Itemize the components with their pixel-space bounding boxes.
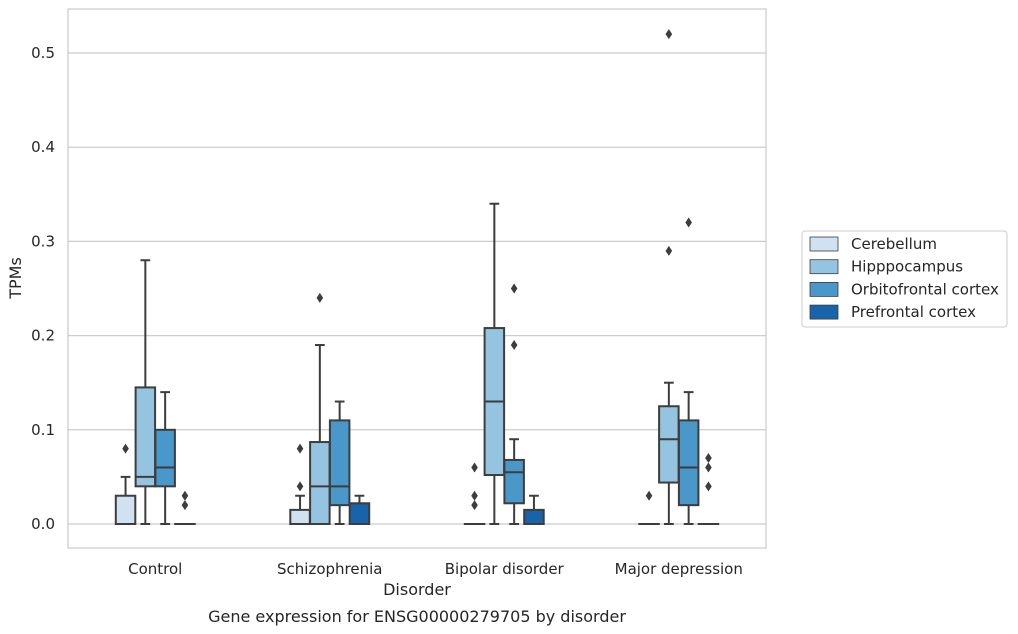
box-plots xyxy=(114,29,720,526)
y-tick-label: 0.4 xyxy=(31,138,55,156)
legend-swatch xyxy=(809,236,839,252)
legend-entry-label: Cerebellum xyxy=(851,235,937,253)
legend-swatch xyxy=(809,304,839,320)
y-axis-label: TPMs xyxy=(6,257,25,300)
box-1-3 xyxy=(658,29,680,525)
x-tick-label: Schizophrenia xyxy=(277,560,382,578)
box-2-3 xyxy=(677,217,700,525)
box-0-2 xyxy=(463,462,486,526)
legend: Cerebellum Hipppocampus Orbitofrontal cort… xyxy=(801,230,1008,328)
outlier-point xyxy=(685,217,692,228)
outlier-point xyxy=(705,453,712,464)
box xyxy=(309,441,331,525)
box-3-0 xyxy=(174,490,196,526)
box xyxy=(677,419,700,507)
legend-entry-label: Orbitofrontal cortex xyxy=(851,280,999,298)
box xyxy=(154,428,176,488)
box xyxy=(134,386,157,488)
box xyxy=(348,502,371,525)
box-0-3 xyxy=(638,490,660,526)
box xyxy=(658,405,680,484)
outlier-point xyxy=(510,340,518,351)
box-2-1 xyxy=(328,400,351,525)
plot-frame xyxy=(67,8,767,549)
box-3-3 xyxy=(697,453,720,526)
outlier-point xyxy=(665,245,673,256)
y-tick-label: 0.0 xyxy=(31,515,55,533)
box-3-1 xyxy=(348,494,371,525)
box-2-2 xyxy=(503,283,525,525)
y-tick-label: 0.5 xyxy=(31,44,55,62)
box xyxy=(114,494,137,525)
x-tick-labels: Control Schizophrenia Bipolar disorder Majo… xyxy=(128,560,743,578)
outlier-point xyxy=(705,481,712,492)
outlier-point xyxy=(181,490,189,501)
box-0-1 xyxy=(289,443,311,525)
outlier-point xyxy=(510,283,518,294)
outlier-point xyxy=(122,443,129,454)
outlier-point xyxy=(645,490,653,501)
box xyxy=(523,508,545,525)
outlier-point xyxy=(296,481,304,492)
box xyxy=(503,458,525,505)
outlier-point xyxy=(471,500,478,511)
box xyxy=(289,508,311,525)
y-tick-label: 0.2 xyxy=(31,327,55,345)
box xyxy=(328,419,351,507)
x-tick-label: Control xyxy=(128,560,182,578)
y-tick-label: 0.1 xyxy=(31,421,55,439)
legend-entry-label: Prefrontal cortex xyxy=(851,303,976,321)
outlier-point xyxy=(471,490,478,501)
legend-swatch xyxy=(809,281,839,297)
outlier-point xyxy=(296,443,304,454)
outlier-point xyxy=(705,462,712,473)
y-tick-labels: 0.0 0.1 0.2 0.3 0.4 0.5 xyxy=(31,44,55,533)
x-axis-label: Disorder xyxy=(383,580,451,599)
legend-entry-label: Hipppocampus xyxy=(851,258,963,276)
chart-caption: Gene expression for ENSG00000279705 by d… xyxy=(208,607,626,626)
outlier-point xyxy=(316,292,324,303)
legend-frame xyxy=(801,230,1008,328)
outlier-point xyxy=(665,29,673,40)
box-1-2 xyxy=(483,202,506,525)
outlier-point xyxy=(181,500,189,511)
x-tick-label: Major depression xyxy=(615,560,743,578)
box-1-1 xyxy=(309,292,331,525)
y-tick-label: 0.3 xyxy=(31,232,55,250)
box-3-2 xyxy=(523,494,545,525)
x-tick-label: Bipolar disorder xyxy=(445,560,565,578)
box-1-0 xyxy=(134,259,157,525)
legend-swatch xyxy=(809,259,839,275)
box-0-0 xyxy=(114,443,137,525)
box-2-0 xyxy=(154,391,176,525)
outlier-point xyxy=(471,462,478,473)
